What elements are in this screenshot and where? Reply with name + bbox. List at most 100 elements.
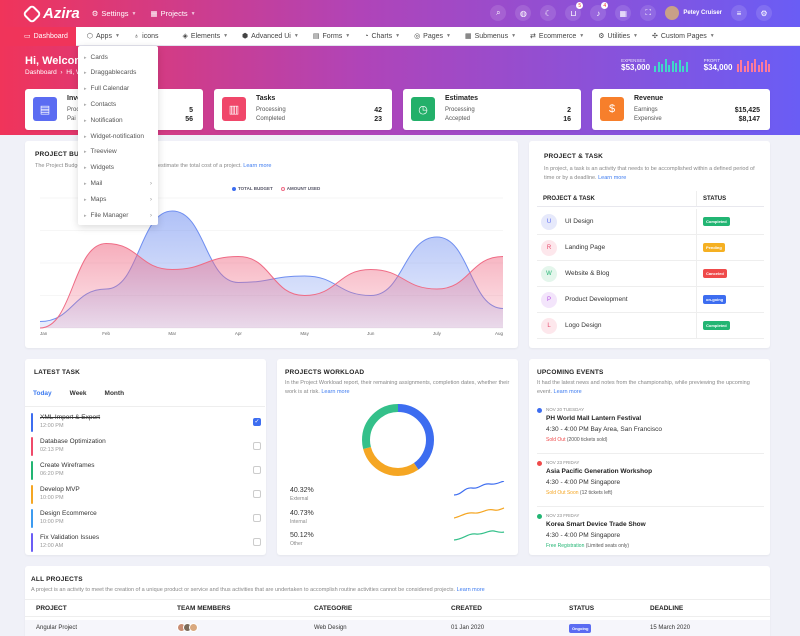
workload-learn-more-link[interactable]: Learn more bbox=[321, 389, 350, 395]
project-letter-avatar: U bbox=[541, 213, 557, 230]
dropdown-item[interactable]: ▸ Widgets bbox=[84, 164, 114, 172]
menu-icon[interactable]: ≡ bbox=[731, 5, 747, 21]
dropdown-item[interactable]: ▸ File Manager › bbox=[84, 211, 152, 219]
nav-ecommerce[interactable]: ⇄ Ecommerce ▼ bbox=[530, 32, 585, 41]
bullet-icon: ▸ bbox=[84, 101, 87, 108]
task-checkbox[interactable] bbox=[253, 514, 261, 522]
file-icon: ▤ bbox=[312, 33, 320, 40]
task-checkbox[interactable] bbox=[253, 538, 261, 546]
events-card: UPCOMING EVENTS It had the latest news a… bbox=[529, 359, 770, 555]
status-badge: Ongoing bbox=[569, 623, 592, 633]
bullet-icon: ▸ bbox=[84, 86, 87, 93]
dropdown-item[interactable]: ▸ Cards bbox=[84, 53, 108, 61]
bell-badge: 4 bbox=[601, 2, 609, 9]
task-checkbox[interactable] bbox=[253, 442, 261, 450]
table-row[interactable]: L Logo Design Completed bbox=[537, 313, 764, 339]
apps-icon[interactable]: ▦ bbox=[615, 5, 632, 21]
fullscreen-icon[interactable]: ⛶ bbox=[640, 5, 657, 21]
globe-icon[interactable]: ◍ bbox=[515, 5, 532, 21]
table-row[interactable]: R Landing Page Pending bbox=[537, 235, 764, 261]
tab-today[interactable]: Today bbox=[33, 390, 52, 397]
nav-pages[interactable]: ◎ Pages ▼ bbox=[414, 32, 451, 41]
nav-elements[interactable]: ◈ Elements ▼ bbox=[182, 32, 229, 41]
cart-icon[interactable]: ⊔ 5 bbox=[565, 2, 584, 21]
grid-icon: ▦ bbox=[150, 9, 158, 18]
chart-legend: TOTAL BUDGET AMOUNT USED bbox=[232, 186, 320, 191]
stat-card-tasks: ▥ Tasks Processing 42 Completed 23 bbox=[214, 89, 392, 130]
settings-icon[interactable]: ⚙ bbox=[756, 5, 772, 21]
table-row[interactable]: Angular Project Web Design 01 Jan 2020 O… bbox=[25, 620, 770, 636]
event-item[interactable]: NOV 20 TUESDAY PH World Mall Lantern Fest… bbox=[537, 404, 764, 456]
topbar: Azira ⚙ Settings ▼ ▦ Projects ▼ ⌕ ◍ ☾ ⊔ 5 ♪ 4 … bbox=[0, 0, 800, 27]
money-icon: $ bbox=[600, 97, 624, 121]
logo-icon bbox=[22, 3, 42, 24]
dropdown-item[interactable]: ▸ Mail › bbox=[84, 179, 152, 187]
breadcrumb-current: Hi, W bbox=[66, 69, 83, 76]
dropdown-item[interactable]: ▸ Maps › bbox=[84, 195, 152, 203]
budget-learn-more-link[interactable]: Learn more bbox=[243, 163, 272, 169]
tab-month[interactable]: Month bbox=[104, 390, 125, 397]
user-menu[interactable]: Petey Cruiser bbox=[665, 6, 722, 20]
project-letter-avatar: R bbox=[541, 239, 557, 256]
cart-icon: ⇄ bbox=[530, 33, 536, 40]
nav-custom-pages[interactable]: ✣ Custom Pages ▼ bbox=[652, 32, 715, 41]
apps-dropdown: ▸ Cards ▸ Draggablecards ▸ Full Calendar ▸ Cont… bbox=[78, 46, 158, 225]
logo[interactable]: Azira bbox=[22, 3, 80, 24]
table-row[interactable]: U UI Design Completed bbox=[537, 209, 764, 235]
latest-task-card: LATEST TASK bbox=[25, 359, 266, 555]
projects-menu[interactable]: ▦ Projects ▼ bbox=[150, 9, 196, 18]
legend-used[interactable]: AMOUNT USED bbox=[280, 186, 320, 191]
event-item[interactable]: NOV 23 FRIDAY Asia Pacific Generation Wor… bbox=[537, 457, 764, 509]
all-projects-learn-more-link[interactable]: Learn more bbox=[456, 587, 485, 593]
table-row[interactable]: P Product Development on-going bbox=[537, 287, 764, 313]
x-tick-label: Apr bbox=[235, 331, 243, 336]
dropdown-item[interactable]: ▸ Contacts bbox=[84, 100, 117, 108]
main-nav: ▭ Dashboard ⬡ Apps ▼ ♁ icons ◈ Elements ▼ ⬢ Adv… bbox=[0, 26, 800, 46]
task-checkbox[interactable] bbox=[253, 490, 261, 498]
nav-forms[interactable]: ▤ Forms ▼ bbox=[312, 32, 351, 41]
event-item[interactable]: NOV 23 FRIDAY Korea Smart Device Trade Sh… bbox=[537, 510, 764, 562]
x-tick-label: May bbox=[300, 331, 309, 336]
legend-total[interactable]: TOTAL BUDGET bbox=[232, 186, 273, 191]
tab-week[interactable]: Week bbox=[69, 390, 87, 397]
nav-charts[interactable]: ◔ Charts ▼ bbox=[364, 32, 401, 40]
nav-advanced-ui[interactable]: ⬢ Advanced Ui ▼ bbox=[242, 32, 299, 41]
breadcrumb-home[interactable]: Dashboard bbox=[25, 69, 57, 76]
status-badge: Completed bbox=[703, 321, 730, 330]
dropdown-item[interactable]: ▸ Full Calendar bbox=[84, 85, 130, 93]
task-checkbox[interactable]: ✓ bbox=[253, 418, 261, 426]
stat-card-estimates: ◷ Estimates Processing 2 Accepted 16 bbox=[403, 89, 581, 130]
dropdown-item[interactable]: ▸ Treeview bbox=[84, 148, 117, 156]
moon-icon[interactable]: ☾ bbox=[540, 5, 557, 21]
status-badge: Pending bbox=[703, 243, 725, 252]
dropdown-item[interactable]: ▸ Widget-notification bbox=[84, 132, 144, 140]
chart-icon: ◔ bbox=[364, 32, 369, 40]
list-item: Database Optimization 02:13 PM bbox=[31, 436, 261, 456]
bullet-icon: ▸ bbox=[84, 117, 87, 124]
table-row[interactable]: W Website & Blog Canceled bbox=[537, 261, 764, 287]
gear-icon: ⚙ bbox=[91, 9, 99, 18]
workload-row: 40.73% Internal bbox=[290, 506, 508, 532]
nav-submenus[interactable]: ▦ Submenus ▼ bbox=[464, 32, 517, 41]
dropdown-item[interactable]: ▸ Notification bbox=[84, 116, 123, 124]
cart-badge: 5 bbox=[576, 2, 584, 9]
nav-icons[interactable]: ♁ icons bbox=[133, 32, 159, 40]
project-letter-avatar: L bbox=[541, 317, 557, 334]
dropdown-item[interactable]: ▸ Draggablecards bbox=[84, 69, 137, 77]
project-learn-more-link[interactable]: Learn more bbox=[598, 175, 627, 181]
list-item: Develop MVP 10:00 PM bbox=[31, 484, 261, 504]
task-checkbox[interactable] bbox=[253, 466, 261, 474]
events-learn-more-link[interactable]: Learn more bbox=[553, 389, 582, 395]
nav-dashboard[interactable]: ▭ Dashboard bbox=[0, 26, 76, 46]
list-item: Fix Validation Issues 12:00 AM bbox=[31, 532, 261, 552]
project-letter-avatar: W bbox=[541, 265, 557, 282]
bell-icon[interactable]: ♪ 4 bbox=[590, 2, 609, 21]
avatar bbox=[189, 622, 198, 632]
sparkline-path bbox=[454, 481, 505, 496]
nav-utilities[interactable]: ⚙ Utilities ▼ bbox=[598, 32, 638, 41]
avatar bbox=[665, 6, 680, 20]
bulb-icon: ♁ bbox=[133, 32, 140, 40]
nav-apps[interactable]: ⬡ Apps ▼ bbox=[86, 32, 120, 41]
settings-menu[interactable]: ⚙ Settings ▼ bbox=[91, 9, 137, 18]
search-icon[interactable]: ⌕ bbox=[490, 5, 507, 21]
